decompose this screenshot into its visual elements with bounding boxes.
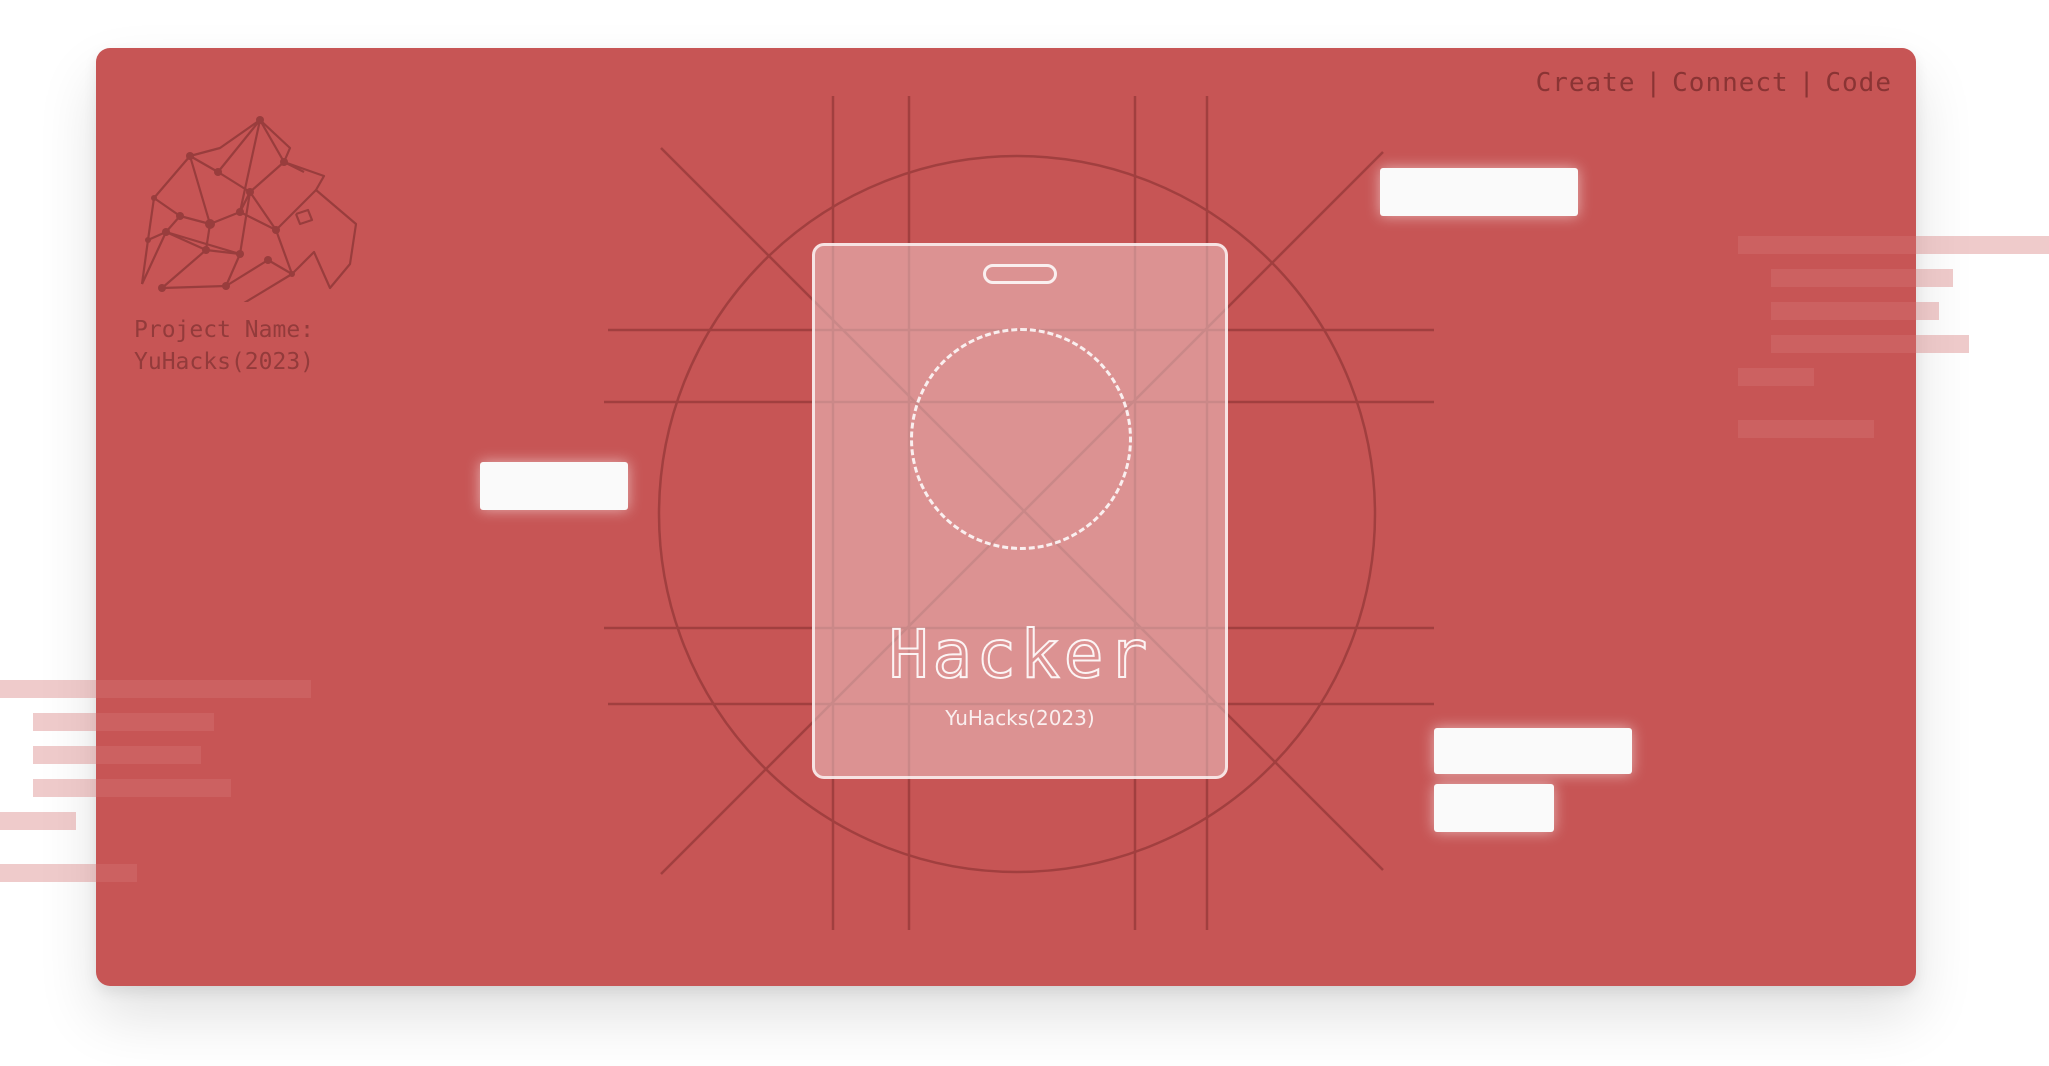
decorative-stripe: [33, 713, 214, 731]
lanyard-slot-icon: [983, 264, 1057, 284]
decorative-stripe: [1771, 302, 1939, 320]
tagline-separator: |: [1645, 68, 1663, 98]
decorative-stripe: [0, 680, 311, 698]
project-name-label: Project Name:: [134, 317, 315, 343]
hero-board: Create | Connect | Code: [96, 48, 1916, 986]
decorative-stripe: [1771, 269, 1953, 287]
badge-role-title: Hacker: [888, 615, 1152, 694]
polygonal-lion-head-icon: [140, 116, 358, 302]
tagline: Create | Connect | Code: [1536, 68, 1892, 98]
tagline-create: Create: [1535, 68, 1636, 98]
decorative-stripe: [1738, 368, 1814, 386]
tagline-code: Code: [1825, 68, 1892, 98]
decorative-stripe: [1771, 335, 1969, 353]
hacker-badge-card: Hacker YuHacks(2023): [812, 243, 1228, 779]
decorative-stripe: [33, 746, 201, 764]
placeholder-label-bar: [1380, 168, 1578, 216]
decorative-stripe: [33, 779, 231, 797]
outer-circle: [657, 154, 1377, 874]
decorative-stripe: [0, 864, 137, 882]
placeholder-label-bar: [1434, 728, 1632, 774]
badge-event-name: YuHacks(2023): [945, 706, 1095, 730]
tagline-separator: |: [1798, 68, 1816, 98]
placeholder-label-bar: [480, 462, 628, 510]
photo-placeholder-icon: [910, 328, 1132, 550]
decorative-stripe: [1738, 236, 2049, 254]
tagline-connect: Connect: [1672, 68, 1789, 98]
project-info: Project Name: YuHacks(2023): [134, 314, 314, 378]
project-name-value: YuHacks(2023): [134, 349, 315, 375]
decorative-stripe: [0, 812, 76, 830]
placeholder-label-bar: [1434, 784, 1554, 832]
decorative-stripe: [1738, 420, 1874, 438]
